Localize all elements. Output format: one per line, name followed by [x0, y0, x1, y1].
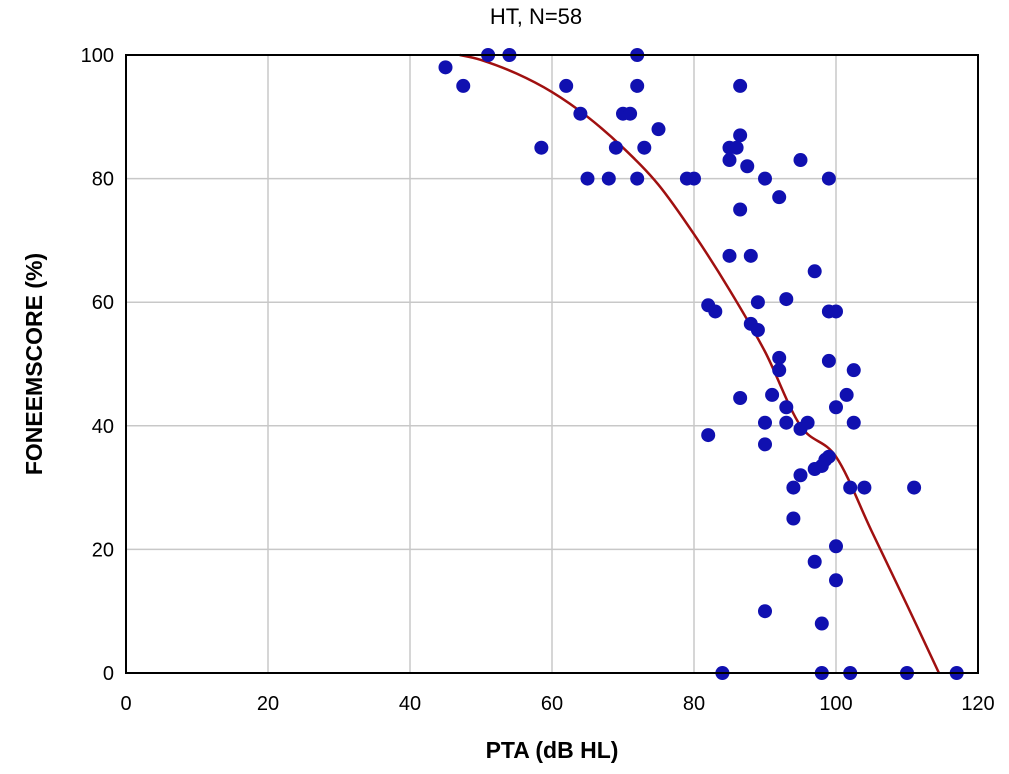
data-point [765, 387, 780, 402]
data-point [758, 415, 772, 430]
data-point [772, 350, 787, 365]
data-point [779, 400, 794, 415]
data-point [779, 292, 794, 307]
data-point [793, 468, 808, 483]
plot-frame [125, 54, 979, 674]
data-point [630, 171, 645, 186]
data-point [722, 248, 737, 263]
data-point [807, 554, 822, 569]
data-point [651, 122, 666, 137]
data-point [580, 171, 595, 186]
x-tick-label: 40 [399, 693, 421, 715]
data-point [772, 363, 787, 378]
data-point [559, 78, 574, 93]
data-point [733, 202, 748, 217]
data-points [438, 48, 964, 680]
fit-curve [459, 53, 941, 674]
data-point [733, 128, 748, 143]
data-point [729, 140, 744, 155]
data-point [733, 78, 748, 93]
data-point [800, 415, 815, 430]
data-point [846, 415, 861, 430]
y-tick-labels: 0 20 40 60 80 100 [81, 45, 114, 685]
data-point [722, 153, 737, 168]
data-point [907, 480, 922, 495]
data-point [758, 171, 772, 186]
data-point [786, 511, 801, 526]
data-point [733, 390, 748, 405]
data-point [786, 480, 801, 495]
x-tick-label: 20 [257, 693, 279, 715]
data-point [623, 106, 638, 121]
data-point [701, 428, 716, 443]
y-tick-label: 20 [92, 539, 114, 561]
data-point [601, 171, 616, 186]
data-point [779, 415, 794, 430]
data-point [821, 353, 836, 368]
y-tick-label: 0 [103, 663, 114, 685]
data-point [829, 573, 843, 588]
data-point [687, 171, 701, 186]
data-point [857, 480, 872, 495]
data-point [843, 480, 858, 495]
data-point [758, 604, 772, 619]
x-tick-label: 100 [819, 693, 852, 715]
data-point [456, 78, 471, 93]
data-point [829, 304, 843, 319]
x-tick-label: 80 [683, 693, 705, 715]
y-tick-label: 40 [92, 416, 114, 438]
data-point [807, 264, 822, 279]
data-point [829, 539, 843, 554]
x-tick-label: 120 [961, 693, 994, 715]
data-point [740, 159, 755, 174]
data-point [772, 190, 787, 205]
data-point [839, 387, 854, 402]
y-tick-label: 60 [92, 292, 114, 314]
data-point [750, 295, 765, 310]
x-tick-labels: 0 20 40 60 80 100 120 [120, 693, 994, 715]
x-axis-title: PTA (dB HL) [486, 737, 619, 763]
data-point [573, 106, 588, 121]
x-tick-label: 60 [541, 693, 563, 715]
data-point [743, 248, 758, 263]
data-point [829, 400, 843, 415]
y-tick-label: 100 [81, 45, 114, 67]
data-point [630, 78, 645, 93]
y-tick-label: 80 [92, 169, 114, 191]
data-point [708, 304, 723, 319]
data-point [821, 449, 836, 464]
data-point [821, 171, 836, 186]
y-axis-title: FONEEMSCORE (%) [21, 253, 47, 475]
data-point [534, 140, 549, 155]
chart-title: HT, N=58 [490, 4, 582, 29]
data-point [814, 616, 829, 631]
x-tick-label: 0 [120, 693, 131, 715]
fit-curve-path [459, 53, 941, 674]
data-point [846, 363, 861, 378]
data-point [750, 323, 765, 338]
data-point [608, 140, 623, 155]
grid-lines [126, 55, 978, 673]
data-point [758, 437, 772, 452]
data-point [637, 140, 652, 155]
data-point [438, 60, 453, 75]
data-point [793, 153, 808, 168]
